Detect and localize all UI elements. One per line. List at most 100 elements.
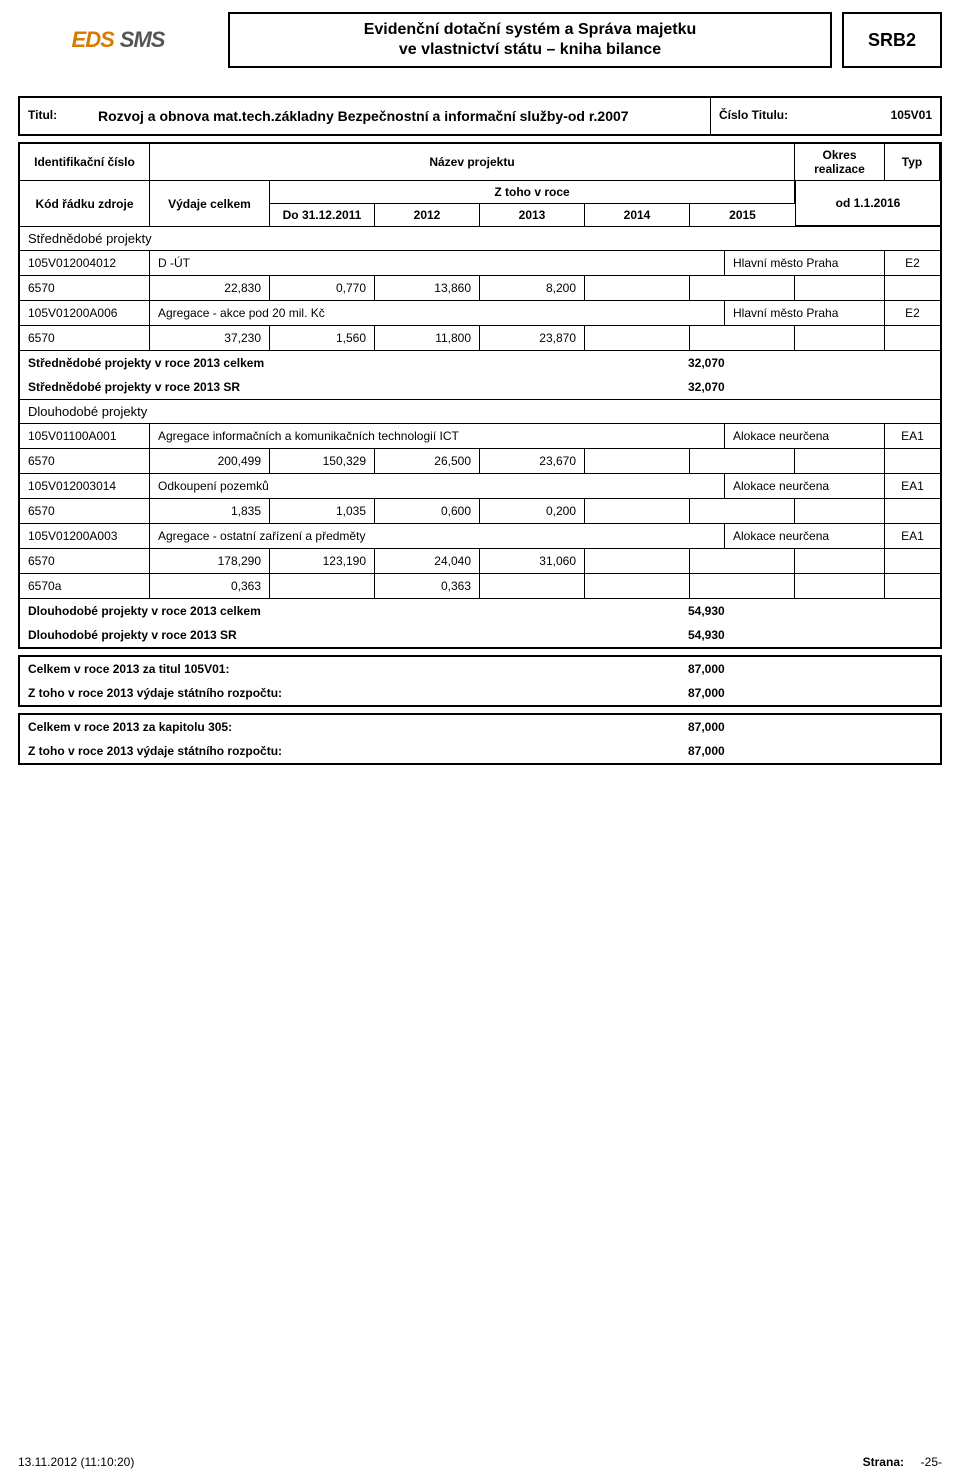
proj-name: Agregace - ostatní zařízení a předměty bbox=[150, 523, 725, 548]
table-row: 105V01200A006 Agregace - akce pod 20 mil… bbox=[20, 300, 940, 325]
val-c6 bbox=[795, 548, 885, 573]
val-blank bbox=[885, 325, 940, 350]
table-row: 6570 22,830 0,770 13,860 8,200 bbox=[20, 275, 940, 300]
proj-typ: EA1 bbox=[885, 423, 940, 448]
val-c1: 1,560 bbox=[270, 325, 375, 350]
table-row: 6570a 0,363 0,363 bbox=[20, 573, 940, 598]
val-c2: 0,600 bbox=[375, 498, 480, 523]
total-kapitola-block: Celkem v roce 2013 za kapitolu 305: 87,0… bbox=[18, 713, 942, 765]
table-row: 6570 37,230 1,560 11,800 23,870 bbox=[20, 325, 940, 350]
main-table: Identifikační číslo Název projektu Okres… bbox=[18, 142, 942, 649]
val-kod: 6570a bbox=[20, 573, 150, 598]
val-kod: 6570 bbox=[20, 325, 150, 350]
col-do2011: Do 31.12.2011 bbox=[270, 204, 375, 226]
col-ident: Identifikační číslo bbox=[20, 144, 150, 181]
val-c2: 11,800 bbox=[375, 325, 480, 350]
proj-id: 105V01100A001 bbox=[20, 423, 150, 448]
val-blank bbox=[885, 573, 940, 598]
logo: EDS SMS bbox=[18, 12, 218, 68]
sum-val: 87,000 bbox=[680, 657, 940, 681]
table-row: 105V01100A001 Agregace informačních a ko… bbox=[20, 423, 940, 448]
col-vydaje: Výdaje celkem bbox=[150, 181, 270, 226]
val-c2: 26,500 bbox=[375, 448, 480, 473]
col-kod: Kód řádku zdroje bbox=[20, 181, 150, 226]
val-vyd: 22,830 bbox=[150, 275, 270, 300]
val-vyd: 37,230 bbox=[150, 325, 270, 350]
val-kod: 6570 bbox=[20, 498, 150, 523]
titul-num: 105V01 bbox=[830, 98, 940, 134]
total-titul-block: Celkem v roce 2013 za titul 105V01: 87,0… bbox=[18, 655, 942, 707]
val-vyd: 178,290 bbox=[150, 548, 270, 573]
proj-name: Agregace informačních a komunikačních te… bbox=[150, 423, 725, 448]
proj-name: Agregace - akce pod 20 mil. Kč bbox=[150, 300, 725, 325]
val-c6 bbox=[795, 573, 885, 598]
val-c1 bbox=[270, 573, 375, 598]
footer-strana-label: Strana: bbox=[863, 1455, 904, 1469]
val-c3: 31,060 bbox=[480, 548, 585, 573]
val-c1: 0,770 bbox=[270, 275, 375, 300]
table-row: 105V012004012 D -ÚT Hlavní město Praha E… bbox=[20, 250, 940, 275]
table-row: 6570 1,835 1,035 0,600 0,200 bbox=[20, 498, 940, 523]
val-kod: 6570 bbox=[20, 548, 150, 573]
titul-label: Titul: bbox=[20, 98, 90, 134]
sum-label: Celkem v roce 2013 za titul 105V01: bbox=[20, 657, 680, 681]
proj-name: Odkoupení pozemků bbox=[150, 473, 725, 498]
sum-label: Dlouhodobé projekty v roce 2013 celkem bbox=[20, 599, 680, 623]
summary-row: Z toho v roce 2013 výdaje státního rozpo… bbox=[20, 739, 940, 763]
footer-timestamp: 13.11.2012 (11:10:20) bbox=[18, 1455, 134, 1469]
proj-typ: EA1 bbox=[885, 523, 940, 548]
titul-num-label: Číslo Titulu: bbox=[710, 98, 830, 134]
val-c5 bbox=[690, 275, 795, 300]
sum-label: Z toho v roce 2013 výdaje státního rozpo… bbox=[20, 739, 680, 763]
header-title-line1: Evidenční dotační systém a Správa majetk… bbox=[240, 20, 820, 40]
val-c5 bbox=[690, 573, 795, 598]
sum-val: 32,070 bbox=[680, 375, 940, 399]
val-c6 bbox=[795, 498, 885, 523]
val-c4 bbox=[585, 573, 690, 598]
summary-row: Z toho v roce 2013 výdaje státního rozpo… bbox=[20, 681, 940, 705]
titul-text: Rozvoj a obnova mat.tech.základny Bezpeč… bbox=[90, 98, 710, 134]
val-c6 bbox=[795, 325, 885, 350]
sum-label: Celkem v roce 2013 za kapitolu 305: bbox=[20, 715, 680, 739]
val-c4 bbox=[585, 275, 690, 300]
table-row: 6570 200,499 150,329 26,500 23,670 bbox=[20, 448, 940, 473]
val-c3: 0,200 bbox=[480, 498, 585, 523]
val-c5 bbox=[690, 448, 795, 473]
proj-id: 105V012003014 bbox=[20, 473, 150, 498]
summary-row: Střednědobé projekty v roce 2013 SR 32,0… bbox=[20, 375, 940, 399]
col-typ: Typ bbox=[885, 144, 940, 181]
val-c3 bbox=[480, 573, 585, 598]
val-vyd: 200,499 bbox=[150, 448, 270, 473]
col-okres: Okres realizace bbox=[795, 144, 885, 181]
col-ztoho: Z toho v roce bbox=[270, 181, 795, 204]
col-nazev: Název projektu bbox=[150, 144, 795, 181]
val-c2: 13,860 bbox=[375, 275, 480, 300]
val-c3: 8,200 bbox=[480, 275, 585, 300]
val-c5 bbox=[690, 548, 795, 573]
val-vyd: 0,363 bbox=[150, 573, 270, 598]
page-header: EDS SMS Evidenční dotační systém a Správ… bbox=[18, 12, 942, 68]
sum-val: 54,930 bbox=[680, 599, 940, 623]
header-code: SRB2 bbox=[842, 12, 942, 68]
val-c6 bbox=[795, 275, 885, 300]
val-c4 bbox=[585, 548, 690, 573]
proj-typ: E2 bbox=[885, 250, 940, 275]
table-header: Identifikační číslo Název projektu Okres… bbox=[20, 144, 940, 226]
val-c2: 0,363 bbox=[375, 573, 480, 598]
header-title-line2: ve vlastnictví státu – kniha bilance bbox=[240, 40, 820, 60]
table-row: 105V012003014 Odkoupení pozemků Alokace … bbox=[20, 473, 940, 498]
summary-row: Celkem v roce 2013 za kapitolu 305: 87,0… bbox=[20, 715, 940, 739]
sum-val: 87,000 bbox=[680, 681, 940, 705]
val-kod: 6570 bbox=[20, 448, 150, 473]
proj-okres: Hlavní město Praha bbox=[725, 300, 885, 325]
val-c3: 23,670 bbox=[480, 448, 585, 473]
sum-val: 87,000 bbox=[680, 739, 940, 763]
proj-id: 105V012004012 bbox=[20, 250, 150, 275]
sum-label: Dlouhodobé projekty v roce 2013 SR bbox=[20, 623, 680, 647]
titul-block: Titul: Rozvoj a obnova mat.tech.základny… bbox=[18, 96, 942, 136]
val-blank bbox=[885, 498, 940, 523]
proj-id: 105V01200A006 bbox=[20, 300, 150, 325]
logo-sms: SMS bbox=[120, 27, 165, 53]
summary-row: Dlouhodobé projekty v roce 2013 SR 54,93… bbox=[20, 623, 940, 647]
summary-row: Celkem v roce 2013 za titul 105V01: 87,0… bbox=[20, 657, 940, 681]
